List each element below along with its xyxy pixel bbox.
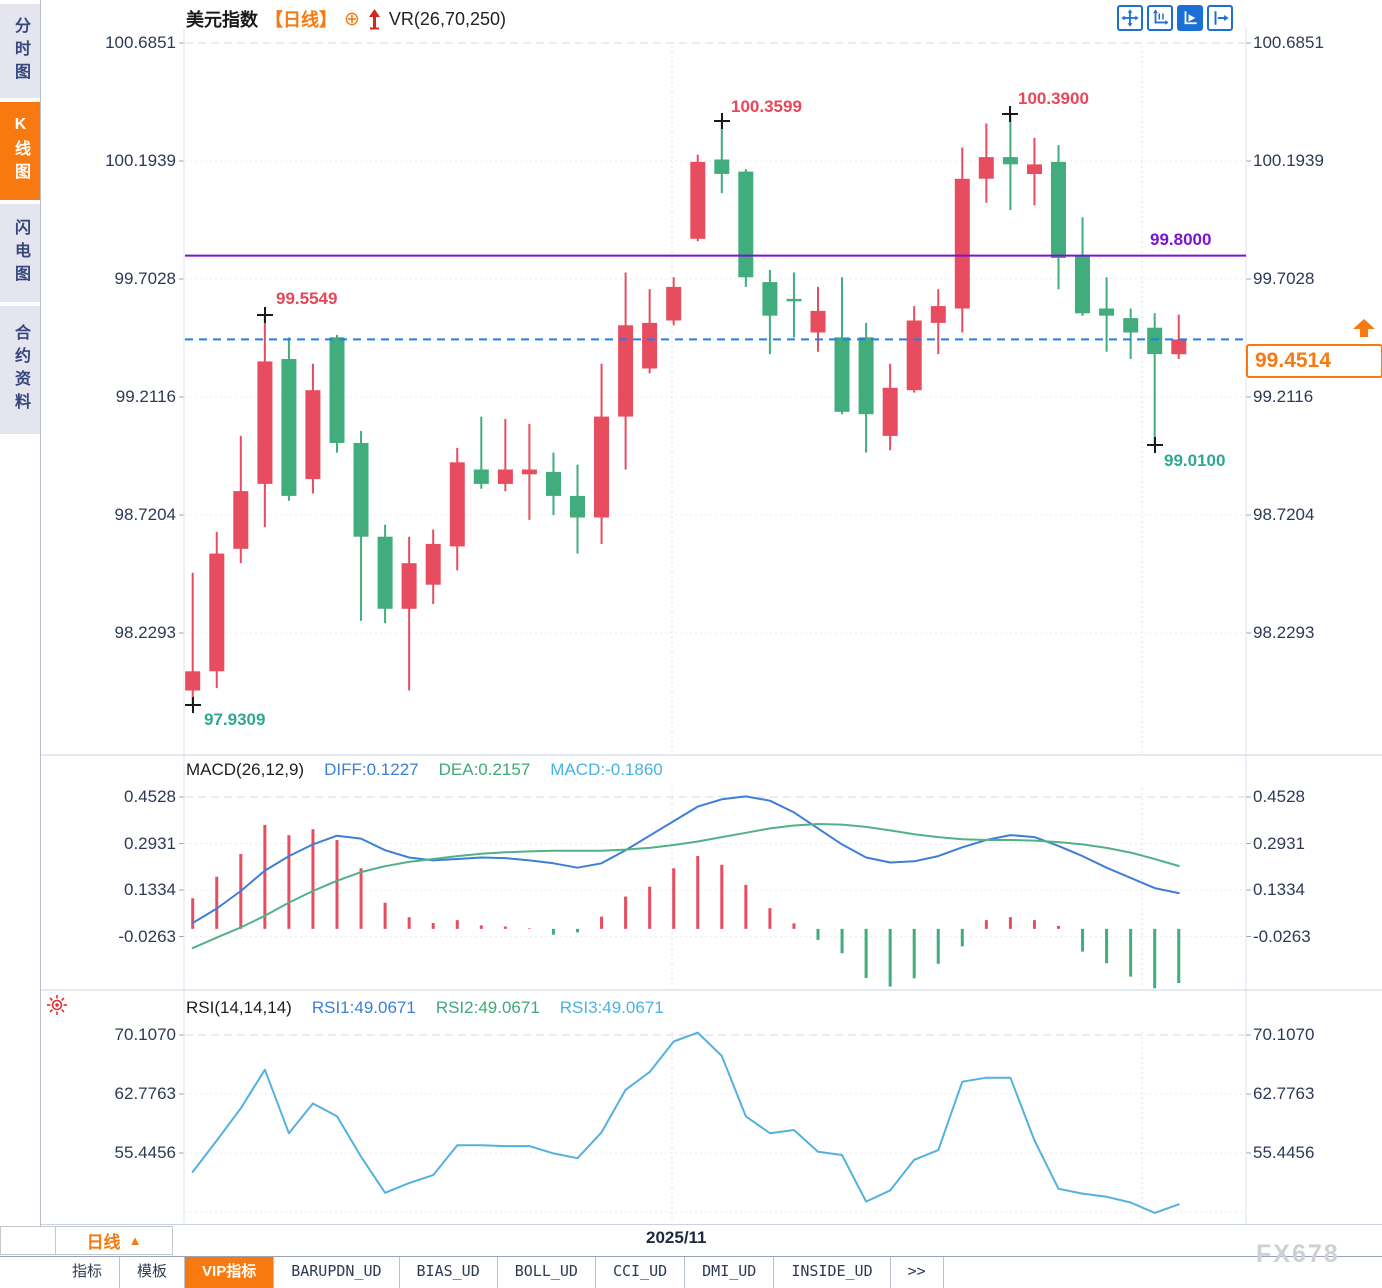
axis-label: 98.2293 bbox=[1253, 623, 1315, 642]
macd-value: MACD:-0.1860 bbox=[550, 760, 663, 779]
tab-[interactable]: 指标 bbox=[55, 1257, 121, 1288]
tab-dmi_ud[interactable]: DMI_UD bbox=[685, 1257, 775, 1288]
tab-barupdn_ud[interactable]: BARUPDN_UD bbox=[274, 1257, 400, 1288]
axis-label: 0.1334 bbox=[1253, 880, 1305, 899]
axis-label: 0.1334 bbox=[124, 880, 176, 899]
axis-label: 100.1939 bbox=[1253, 151, 1324, 170]
axis-label: 99.2116 bbox=[1253, 387, 1314, 406]
tab-boll_ud[interactable]: BOLL_UD bbox=[498, 1257, 596, 1288]
rsi-title: RSI(14,14,14) bbox=[186, 998, 292, 1017]
auto-scale-icon[interactable] bbox=[1177, 5, 1203, 31]
indicator-tab-bar: 指标 模板 VIP指标 BARUPDN_UD BIAS_UD BOLL_UD CCI_UD D… bbox=[55, 1257, 944, 1288]
tab-[interactable]: 模板 bbox=[120, 1257, 186, 1288]
axis-label: 0.4528 bbox=[1253, 787, 1305, 806]
tab-vip[interactable]: VIP指标 bbox=[185, 1257, 275, 1288]
watermark: FX678 bbox=[1256, 1240, 1340, 1268]
axis-label: 98.7204 bbox=[114, 505, 176, 525]
axis-label: 99.7028 bbox=[1253, 268, 1315, 288]
rsi1-value: RSI1:49.0671 bbox=[311, 998, 416, 1017]
current-price-badge: 99.4514 bbox=[1246, 344, 1382, 378]
axis-label: 0.2931 bbox=[1253, 833, 1305, 853]
macd-diff-value: DIFF:0.1227 bbox=[324, 760, 419, 779]
sidebar-item-4[interactable]: 合约资料 bbox=[0, 306, 40, 434]
rsi-header: RSI(14,14,14) RSI1:49.0671 RSI2:49.0671 … bbox=[186, 998, 664, 1018]
up-arrow-icon bbox=[367, 8, 382, 30]
tab-inside_ud[interactable]: INSIDE_UD bbox=[774, 1257, 891, 1288]
axis-scale-icon[interactable] bbox=[1147, 5, 1173, 31]
rsi3-value: RSI3:49.0671 bbox=[559, 998, 664, 1017]
period-selector-button[interactable]: 日线 ▲ bbox=[55, 1226, 173, 1255]
axis-label: 55.4456 bbox=[114, 1142, 176, 1162]
right-price-axis: 100.6851 100.1939 99.7028 99.2116 98.7204 98.… bbox=[1253, 0, 1379, 1226]
axis-label: 70.1070 bbox=[1253, 1025, 1315, 1044]
sidebar-item-2[interactable]: K线图 bbox=[0, 102, 40, 200]
price-annotation-2: 100.3599 bbox=[731, 97, 802, 116]
axis-label: -0.0263 bbox=[1253, 926, 1311, 946]
axis-label: 62.7763 bbox=[114, 1083, 176, 1103]
sidebar: 分时图 K线图 闪电图 合约资料 bbox=[0, 0, 41, 1226]
pan-icon[interactable] bbox=[1117, 5, 1143, 31]
period-tag[interactable]: 【日线】 bbox=[265, 10, 337, 30]
axis-label: 62.7763 bbox=[1253, 1083, 1315, 1103]
indicator-settings-icon[interactable] bbox=[45, 993, 69, 1022]
add-indicator-icon[interactable]: ⊕ bbox=[344, 8, 360, 30]
tab-bias_ud[interactable]: BIAS_UD bbox=[400, 1257, 498, 1288]
price-annotation-4: 97.9309 bbox=[204, 710, 266, 729]
price-annotation-5: 99.0100 bbox=[1164, 451, 1226, 470]
overlay-indicator-label: VR(26,70,250) bbox=[388, 8, 506, 29]
triangle-up-icon: ▲ bbox=[128, 1233, 142, 1248]
tab-[interactable]: >> bbox=[891, 1257, 944, 1288]
macd-dea-value: DEA:0.2157 bbox=[438, 760, 531, 779]
bottom-corner-cell bbox=[0, 1226, 56, 1255]
rsi2-value: RSI2:49.0671 bbox=[435, 998, 540, 1017]
axis-label: 55.4456 bbox=[1253, 1142, 1315, 1162]
symbol-title: 美元指数 bbox=[186, 10, 258, 30]
macd-title: MACD(26,12,9) bbox=[186, 760, 305, 779]
axis-label: 100.1939 bbox=[105, 151, 176, 170]
price-up-arrow-icon bbox=[1351, 316, 1377, 347]
tab-cci_ud[interactable]: CCI_UD bbox=[596, 1257, 686, 1288]
axis-label: 98.7204 bbox=[1253, 505, 1315, 525]
axis-label: 0.2931 bbox=[124, 833, 176, 853]
axis-label: 0.4528 bbox=[124, 787, 176, 806]
axis-label: 100.6851 bbox=[1253, 33, 1324, 52]
axis-label: 99.2116 bbox=[115, 387, 176, 406]
chart-header: 美元指数 【日线】 ⊕ VR(26,70,250) bbox=[186, 6, 506, 32]
left-price-axis: 100.6851 100.1939 99.7028 99.2116 98.7204 98.… bbox=[40, 0, 176, 1226]
axis-label: 98.2293 bbox=[114, 623, 176, 642]
axis-label: 99.7028 bbox=[114, 268, 176, 288]
period-selector-label: 日线 bbox=[86, 1233, 121, 1252]
x-axis-date-label: 2025/11 bbox=[646, 1228, 707, 1247]
macd-header: MACD(26,12,9) DIFF:0.1227 DEA:0.2157 MAC… bbox=[186, 760, 663, 780]
price-annotation-3: 100.3900 bbox=[1018, 89, 1089, 108]
axis-label: 70.1070 bbox=[114, 1025, 176, 1044]
axis-label: 100.6851 bbox=[105, 33, 176, 52]
sidebar-item-1[interactable]: 分时图 bbox=[0, 4, 40, 98]
sidebar-item-3[interactable]: 闪电图 bbox=[0, 204, 40, 302]
price-annotation-1: 99.5549 bbox=[276, 289, 338, 308]
axis-label: -0.0263 bbox=[118, 926, 176, 946]
chart-toolbar bbox=[1117, 5, 1233, 31]
scroll-to-end-icon[interactable] bbox=[1207, 5, 1233, 31]
price-annotation-6: 99.8000 bbox=[1150, 230, 1212, 249]
